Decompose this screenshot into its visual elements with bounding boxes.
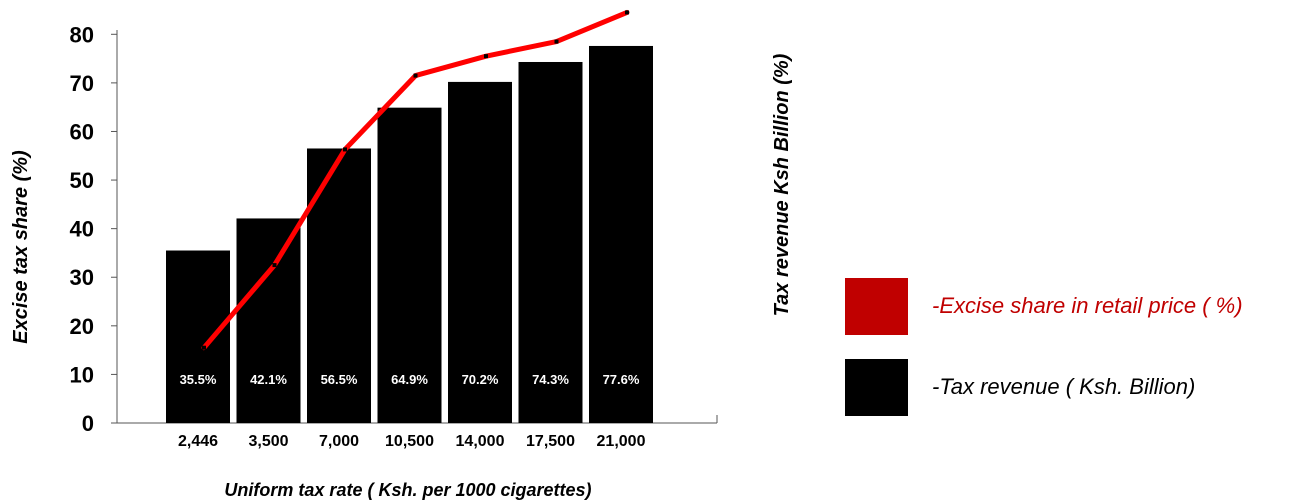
legend-label-excise-share: -Excise share in retail price ( %) [932, 293, 1243, 318]
x-tick-label: 7,000 [319, 433, 359, 450]
x-tick-label: 10,500 [385, 433, 434, 450]
bar [166, 250, 230, 423]
x-tick-label: 2,446 [178, 433, 218, 450]
line-point [202, 345, 206, 350]
excise-share-line [201, 9, 630, 351]
bar-data-label: 42.1% [250, 372, 287, 387]
legend-label-tax-revenue: -Tax revenue ( Ksh. Billion) [932, 374, 1196, 399]
secondary-y-axis-title: Tax revenue Ksh Billion (%) [771, 53, 793, 316]
x-tick-label: 3,500 [248, 433, 288, 450]
bar [518, 61, 583, 423]
y-tick-label: 80 [70, 22, 94, 47]
bar-data-label: 77.6% [603, 372, 640, 387]
line-point [554, 39, 559, 44]
line-point [272, 263, 277, 268]
y-tick-label: 30 [70, 265, 94, 290]
y-tick-label: 70 [70, 71, 94, 96]
bar [377, 107, 442, 423]
bar [589, 45, 653, 424]
line-point [625, 10, 629, 15]
bar [448, 81, 512, 424]
bars [166, 45, 653, 424]
x-axis-ticks: 2,446 3,500 7,000 10,500 14,000 17,500 21,000 [178, 433, 646, 450]
bar-data-labels: 35.5% 42.1% 56.5% 64.9% 70.2% 74.3% 77.6% [180, 372, 640, 387]
bar-data-label: 74.3% [532, 372, 569, 387]
legend: -Excise share in retail price ( %) -Tax … [845, 276, 1285, 438]
legend-item-excise-share: -Excise share in retail price ( %) [845, 276, 1285, 336]
bar-data-label: 64.9% [391, 372, 428, 387]
bar-data-label: 56.5% [321, 372, 358, 387]
bar-data-label: 35.5% [180, 372, 217, 387]
y-tick-label: 20 [70, 314, 94, 339]
y-tick-label: 0 [82, 411, 94, 436]
line-point [413, 73, 418, 78]
legend-swatch-red [845, 277, 908, 335]
x-tick-label: 17,500 [526, 433, 575, 450]
bar [236, 218, 301, 423]
line-point [343, 147, 347, 152]
legend-swatch-black [845, 358, 908, 416]
x-tick-label: 21,000 [597, 433, 646, 450]
y-axis-ticks: 0 10 20 30 40 50 60 70 80 [70, 22, 117, 436]
bar-data-label: 70.2% [462, 372, 499, 387]
y-tick-label: 60 [70, 119, 94, 144]
x-tick-label: 14,000 [456, 433, 505, 450]
line-point [484, 54, 488, 59]
y-axis-title: Excise tax share (%) [10, 150, 32, 344]
y-tick-label: 40 [70, 217, 94, 242]
y-tick-label: 50 [70, 168, 94, 193]
legend-item-tax-revenue: -Tax revenue ( Ksh. Billion) [845, 357, 1285, 417]
y-tick-label: 10 [70, 362, 94, 387]
x-axis-title: Uniform tax rate ( Ksh. per 1000 cigaret… [224, 480, 591, 500]
